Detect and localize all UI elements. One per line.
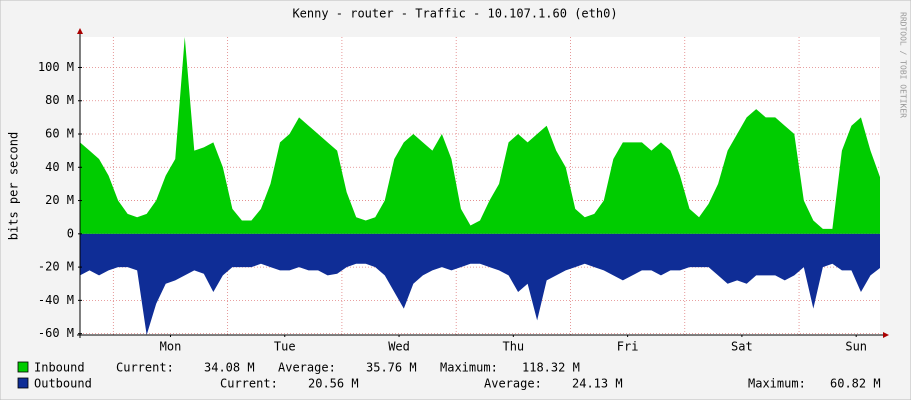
side-note: RRDTOOL / TOBI OETIKER bbox=[899, 12, 908, 118]
y-tick-label: -20 M bbox=[38, 260, 74, 274]
y-tick-label: 60 M bbox=[45, 127, 74, 141]
x-tick-label: Sat bbox=[731, 340, 753, 354]
x-tick-label: Mon bbox=[160, 340, 182, 354]
y-tick-label: -40 M bbox=[38, 293, 74, 307]
legend-stat: Average: bbox=[484, 377, 542, 391]
legend-stat: Current: bbox=[116, 361, 174, 375]
y-tick-label: -60 M bbox=[38, 326, 74, 340]
y-tick-label: 20 M bbox=[45, 193, 74, 207]
x-tick-label: Sun bbox=[845, 340, 867, 354]
plot: -60 M -40 M -20 M 0 20 M 40 M 60 M 80 M 100 M Mon… bbox=[38, 28, 889, 354]
chart-title: Kenny - router - Traffic - 10.107.1.60 (… bbox=[292, 7, 617, 21]
y-tick-label: 80 M bbox=[45, 93, 74, 107]
legend-stat: Current: bbox=[220, 377, 278, 391]
area bbox=[80, 37, 880, 234]
y-tick-label: 40 M bbox=[45, 160, 74, 174]
x-tick-label: Thu bbox=[502, 340, 524, 354]
x-tick-label: Wed bbox=[388, 340, 410, 354]
legend-stat: 20.56 M bbox=[308, 377, 359, 391]
legend-stat: Average: bbox=[278, 361, 336, 375]
area bbox=[80, 233, 880, 335]
legend: Inbound Current: 34.08 M Average: 35.76 … bbox=[17, 361, 881, 391]
x-axis-arrow bbox=[883, 332, 889, 338]
x-tick-label: Tue bbox=[274, 340, 296, 354]
legend-stat: 35.76 M bbox=[366, 361, 417, 375]
legend-label: Inbound bbox=[34, 361, 85, 375]
legend-stat: 34.08 M bbox=[204, 361, 255, 375]
legend-stat: 60.82 M bbox=[830, 377, 881, 391]
legend-label: Outbound bbox=[34, 377, 92, 391]
legend-stat: Maximum: bbox=[748, 377, 806, 391]
legend-stat: Maximum: bbox=[440, 361, 498, 375]
legend-stat: 24.13 M bbox=[572, 377, 623, 391]
y-tick-label: 100 M bbox=[38, 60, 74, 74]
y-axis-arrow bbox=[77, 28, 83, 34]
legend-swatch bbox=[17, 361, 29, 373]
legend-stat: 118.32 M bbox=[522, 361, 580, 375]
legend-swatch bbox=[17, 377, 29, 389]
y-axis-label: bits per second bbox=[7, 132, 21, 240]
y-tick-label: 0 bbox=[67, 226, 74, 240]
x-tick-label: Fri bbox=[617, 340, 639, 354]
